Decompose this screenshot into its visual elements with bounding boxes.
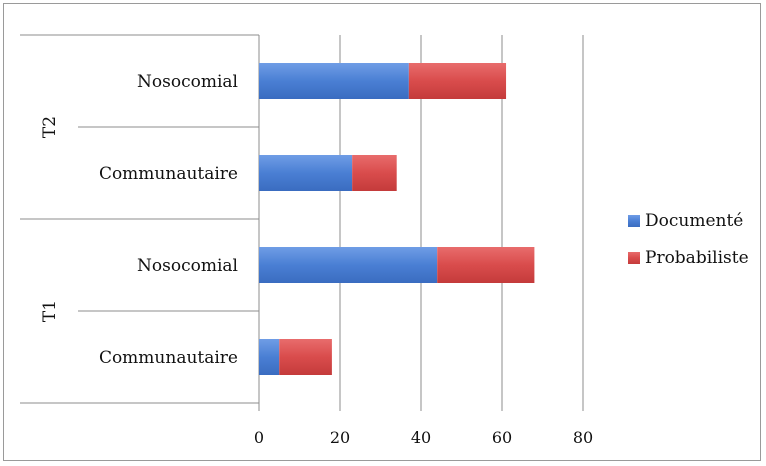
axis-labels: 0 20 40 60 80 T2 T1 Nosocomial Communautaire Noso…	[40, 72, 593, 447]
legend: Documenté Probabiliste	[628, 211, 749, 268]
bar-probabiliste	[408, 63, 507, 99]
bar-probabiliste	[352, 155, 397, 191]
group-label: T1	[40, 300, 60, 322]
x-tick-label: 80	[573, 428, 593, 447]
group-label: T2	[40, 116, 60, 138]
x-tick-label: 0	[254, 428, 264, 447]
category-label: Communautaire	[99, 164, 238, 184]
category-label: Nosocomial	[137, 72, 238, 92]
bar-probabiliste	[437, 247, 535, 283]
bar-documente	[259, 247, 438, 283]
category-label: Communautaire	[99, 348, 238, 368]
x-tick-label: 20	[330, 428, 350, 447]
category-label: Nosocomial	[137, 256, 238, 276]
bars	[259, 63, 535, 375]
legend-label: Documenté	[645, 211, 743, 231]
x-tick-label: 40	[411, 428, 431, 447]
bar-documente	[259, 155, 353, 191]
x-tick-label: 60	[492, 428, 512, 447]
bar-documente	[259, 339, 280, 375]
legend-swatch	[628, 252, 640, 264]
legend-swatch	[628, 215, 640, 227]
bar-documente	[259, 63, 409, 99]
legend-label: Probabiliste	[645, 248, 749, 268]
bar-probabiliste	[279, 339, 332, 375]
